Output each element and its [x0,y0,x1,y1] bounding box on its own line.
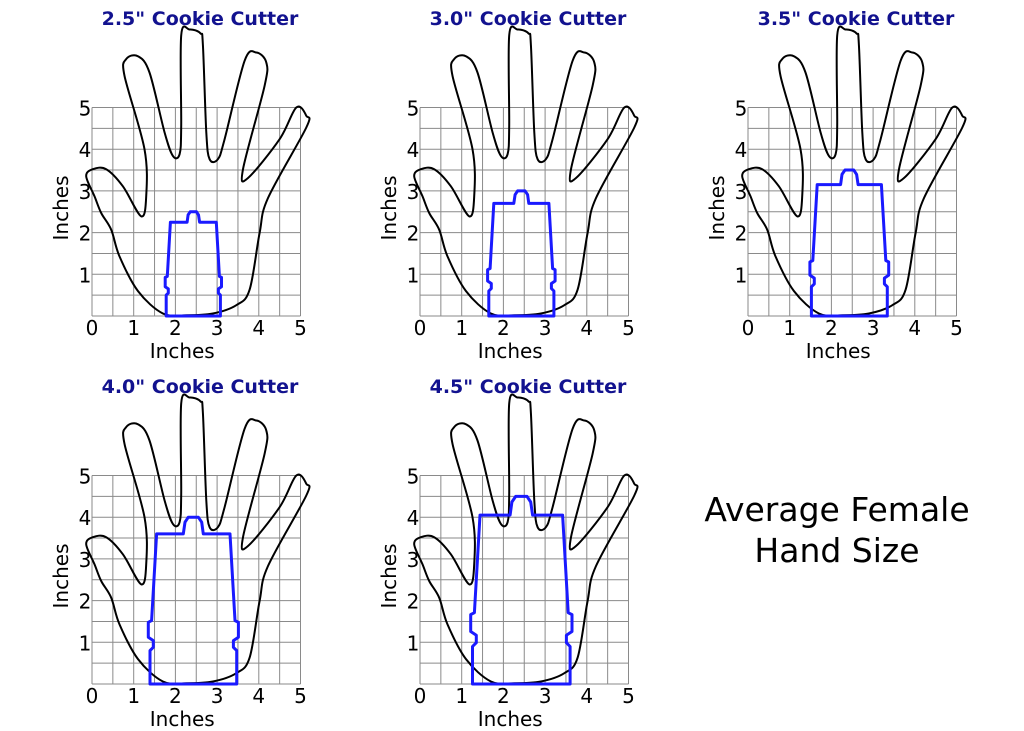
x-tick-label: 3 [211,316,224,340]
y-tick-label: 5 [79,465,92,489]
y-tick-label: 2 [407,590,420,614]
x-tick-label: 2 [497,316,510,340]
x-tick-label: 1 [127,316,140,340]
grid [747,107,957,317]
y-tick-label: 1 [735,263,748,287]
panel-title: 2.5" Cookie Cutter [102,8,299,30]
y-tick-label: 1 [79,631,92,655]
y-tick-label: 2 [407,222,420,246]
x-tick-label: 0 [414,316,427,340]
y-tick-label: 3 [407,180,420,204]
x-axis-label: Inches [478,339,543,363]
panel-3: 3.5" Cookie Cutter 0 1 1 2 2 3 3 4 4 5 5 Inches Inche… [705,8,967,363]
y-axis-label: Inches [377,544,401,609]
y-tick-label: 5 [79,97,92,121]
y-tick-label: 4 [79,138,92,162]
y-tick-label: 3 [79,548,92,572]
x-tick-label: 5 [950,316,963,340]
x-axis-label: Inches [806,339,871,363]
y-tick-label: 4 [407,506,420,530]
y-axis-label: Inches [377,176,401,241]
hand-outline [85,25,311,317]
y-tick-label: 5 [735,97,748,121]
x-axis-label: Inches [150,707,215,731]
x-tick-label: 5 [294,316,307,340]
hand-outline [85,393,311,685]
x-tick-label: 0 [86,684,99,708]
x-tick-label: 2 [169,684,182,708]
x-tick-label: 4 [580,684,593,708]
y-tick-label: 5 [407,465,420,489]
panel-title: 3.0" Cookie Cutter [430,8,627,30]
x-tick-label: 4 [252,684,265,708]
grid [419,107,629,317]
y-tick-label: 4 [735,138,748,162]
y-tick-label: 2 [735,222,748,246]
hand-outline [413,393,639,685]
y-tick-label: 4 [407,138,420,162]
panel-title: 4.0" Cookie Cutter [102,376,299,398]
cookie-cutter-outline [469,494,574,686]
x-tick-label: 3 [539,316,552,340]
x-tick-label: 4 [580,316,593,340]
cookie-cutter-outline [146,515,240,686]
x-tick-label: 1 [455,684,468,708]
y-tick-label: 2 [79,590,92,614]
x-tick-label: 4 [908,316,921,340]
grid [419,475,629,685]
y-tick-label: 1 [407,631,420,655]
panel-5: 4.5" Cookie Cutter 0 1 1 2 2 3 3 4 4 5 5 Inches Inche… [377,376,639,731]
y-tick-label: 3 [407,548,420,572]
cookie-cutter-outline [486,189,557,318]
x-axis-label: Inches [478,707,543,731]
y-axis-label: Inches [49,544,73,609]
cookie-cutter-outline [808,168,891,318]
x-tick-label: 2 [497,684,510,708]
cookie-cutter-outline [163,210,223,318]
panel-title: 4.5" Cookie Cutter [430,376,627,398]
x-tick-label: 1 [127,684,140,708]
x-tick-label: 4 [252,316,265,340]
x-tick-label: 1 [455,316,468,340]
panel-2: 3.0" Cookie Cutter 0 1 1 2 2 3 3 4 4 5 5 Inches Inche… [377,8,639,363]
caption-line-1: Average Female [704,490,969,529]
x-tick-label: 3 [211,684,224,708]
x-tick-label: 0 [86,316,99,340]
grid [91,475,301,685]
y-tick-label: 2 [79,222,92,246]
x-tick-label: 0 [414,684,427,708]
panel-4: 4.0" Cookie Cutter 0 1 1 2 2 3 3 4 4 5 5 Inches Inche… [49,376,311,731]
x-axis-label: Inches [150,339,215,363]
hand-outline [741,25,967,317]
x-tick-label: 5 [622,316,635,340]
y-axis-label: Inches [49,176,73,241]
caption-line-2: Hand Size [754,531,919,570]
x-tick-label: 2 [169,316,182,340]
y-tick-label: 3 [79,180,92,204]
x-tick-label: 3 [867,316,880,340]
panel-title: 3.5" Cookie Cutter [758,8,955,30]
y-axis-label: Inches [705,176,729,241]
x-tick-label: 5 [294,684,307,708]
panel-1: 2.5" Cookie Cutter 0 1 1 2 2 3 3 4 4 5 5 Inches Inche… [49,8,311,363]
y-tick-label: 4 [79,506,92,530]
x-tick-label: 0 [742,316,755,340]
x-tick-label: 5 [622,684,635,708]
y-tick-label: 1 [407,263,420,287]
hand-outline [413,25,639,317]
y-tick-label: 1 [79,263,92,287]
x-tick-label: 2 [825,316,838,340]
x-tick-label: 3 [539,684,552,708]
grid [91,107,301,317]
y-tick-label: 3 [735,180,748,204]
y-tick-label: 5 [407,97,420,121]
x-tick-label: 1 [783,316,796,340]
